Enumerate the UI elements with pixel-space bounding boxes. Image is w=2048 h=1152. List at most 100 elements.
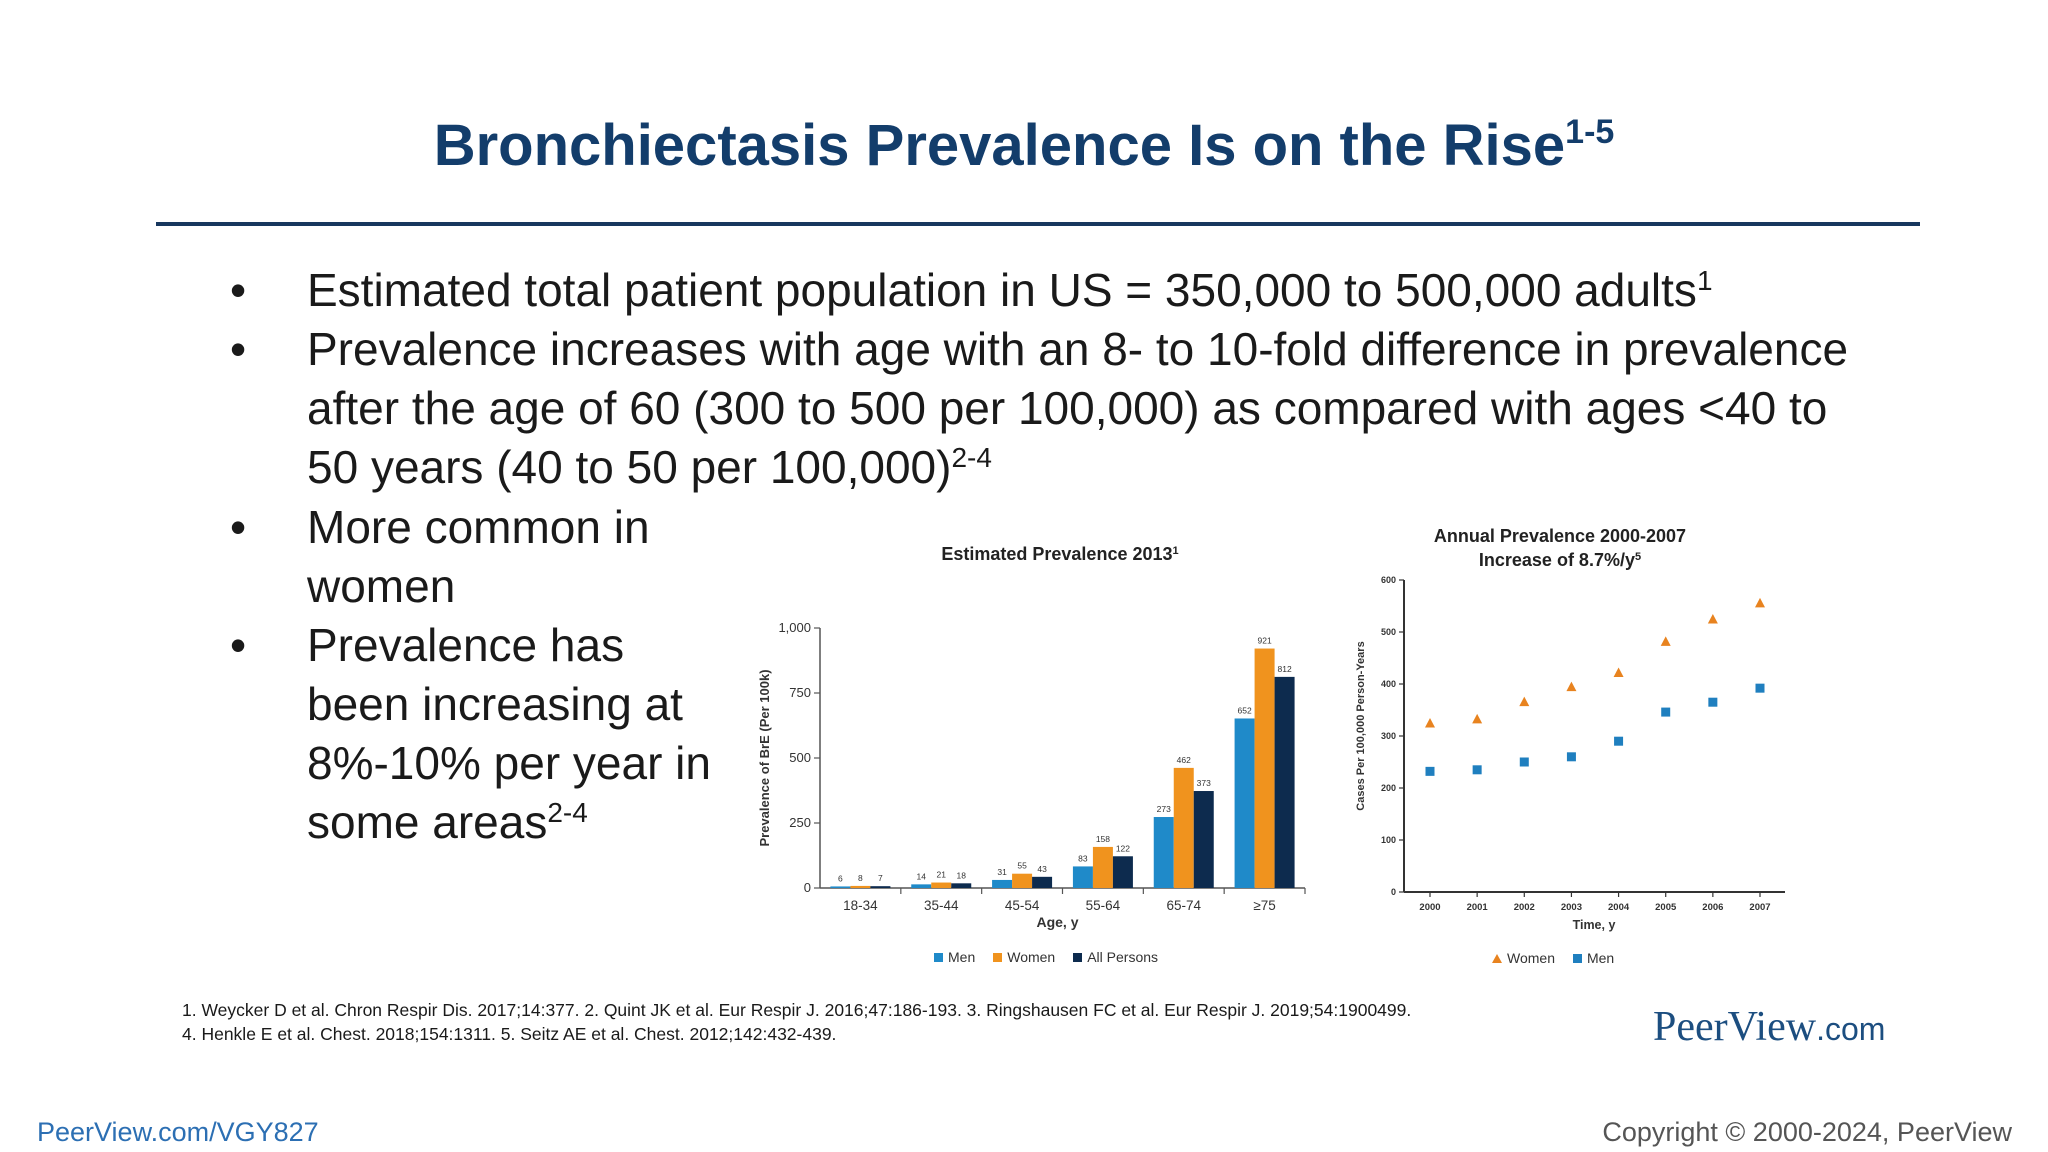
bar-x-tick-label: ≥75: [1253, 898, 1275, 913]
scatter-x-tick-label: 2001: [1467, 902, 1489, 913]
scatter-chart-title-text: Annual Prevalence 2000-2007: [1433, 526, 1687, 546]
bar-men: [1072, 866, 1093, 888]
legend-label: All Persons: [1087, 949, 1159, 965]
bar-data-label: 812: [1277, 664, 1291, 674]
bar-data-label: 7: [878, 873, 883, 883]
slide-title-citation: 1-5: [1565, 113, 1615, 151]
references: 1. Weycker D et al. Chron Respir Dis. 20…: [182, 998, 1411, 1046]
bullet-list-top: Estimated total patient population in US…: [230, 261, 1880, 497]
scatter-x-tick-label: 2003: [1561, 902, 1582, 913]
scatter-x-tick-label: 2005: [1655, 902, 1677, 913]
bar-y-tick-label: 0: [804, 880, 811, 895]
legend-item-all-persons: All Persons: [1073, 949, 1158, 965]
bar-data-label: 462: [1177, 755, 1191, 765]
bar-data-label: 158: [1096, 834, 1110, 844]
men-point: [1708, 697, 1718, 707]
bar-all-persons: [1274, 676, 1295, 888]
bar-data-label: 6: [838, 873, 843, 883]
bullet-left-1: More common in women: [230, 498, 720, 616]
women-point: [1660, 636, 1671, 646]
triangle-marker-swatch: [1492, 954, 1502, 963]
bar-men: [1234, 718, 1255, 888]
bar-y-tick-label: 750: [789, 685, 811, 700]
footer-link[interactable]: PeerView.com/VGY827: [37, 1117, 319, 1147]
scatter-x-tick-label: 2004: [1608, 902, 1630, 913]
bar-data-label: 122: [1116, 843, 1130, 853]
bar-y-axis-label: Prevalence of BrE (Per 100k): [757, 669, 772, 846]
scatter-y-tick-label: 300: [1381, 731, 1396, 741]
women-point: [1425, 718, 1435, 728]
logo-name: PeerView: [1653, 1004, 1817, 1050]
bar-all-persons: [951, 883, 972, 888]
bullet-text: Estimated total patient population in US…: [307, 264, 1697, 316]
bar-data-label: 18: [957, 870, 967, 880]
bar-chart-legend: Men Women All Persons: [934, 949, 1176, 965]
men-point: [1661, 707, 1671, 717]
bar-all-persons: [870, 886, 891, 888]
scatter-y-tick-label: 600: [1381, 575, 1396, 585]
bar-women: [1173, 767, 1194, 888]
bar-all-persons: [1032, 876, 1053, 888]
bar-data-label: 652: [1237, 705, 1251, 715]
copyright-notice: Copyright © 2000-2024, PeerView: [1602, 1117, 2012, 1147]
scatter-y-axis-label: Cases Per 100,000 Person-Years: [1355, 641, 1367, 810]
women-point: [1613, 667, 1624, 678]
scatter-y-tick-label: 0: [1391, 887, 1396, 897]
bar-data-label: 83: [1078, 853, 1088, 863]
legend-label: Men: [1586, 950, 1615, 966]
bar-data-label: 8: [858, 873, 863, 883]
bar-all-persons: [1112, 856, 1133, 888]
women-point: [1755, 597, 1765, 608]
scatter-chart-subtitle: Increase of 8.7%/y: [1478, 550, 1635, 570]
legend-label: Women: [1507, 950, 1555, 966]
bar-y-tick-label: 250: [789, 815, 811, 830]
scatter-x-tick-label: 2000: [1419, 902, 1440, 913]
title-divider: [156, 222, 1920, 226]
bullet-text: Prevalence increases with age with an 8-…: [307, 323, 1849, 493]
bar-men: [992, 879, 1013, 888]
bullet-list-left: More common in womenPrevalence has been …: [230, 498, 720, 852]
scatter-y-tick-label: 100: [1381, 835, 1396, 845]
bar-women: [1012, 873, 1033, 888]
scatter-chart-title: Annual Prevalence 2000-2007 Increase of …: [1370, 524, 1750, 572]
bar-data-label: 43: [1037, 864, 1047, 874]
scatter-x-tick-label: 2006: [1702, 902, 1723, 913]
bar-data-label: 273: [1157, 804, 1171, 814]
square-marker-swatch: [1572, 954, 1582, 963]
bar-x-tick-label: 18-34: [843, 898, 878, 913]
bar-data-label: 55: [1017, 861, 1027, 871]
legend-label: Men: [948, 949, 976, 965]
legend-item-men: Men: [1572, 950, 1615, 966]
legend-swatch: [934, 953, 943, 962]
scatter-chart-legend: Women Men: [1492, 950, 1632, 966]
legend-swatch: [993, 953, 1003, 962]
scatter-y-tick-label: 500: [1381, 627, 1396, 637]
bar-data-label: 31: [997, 867, 1007, 877]
legend-item-women: Women: [993, 949, 1055, 965]
bar-data-label: 921: [1257, 636, 1271, 646]
bar-data-label: 373: [1197, 778, 1211, 788]
bullet-citation: 1: [1696, 265, 1713, 296]
bar-women: [1092, 846, 1113, 888]
bar-chart-title-citation: 1: [1172, 545, 1179, 557]
women-point: [1472, 713, 1483, 724]
bullet-text: Prevalence has been increasing at 8%-10%…: [307, 619, 711, 848]
legend-item-women: Women: [1492, 950, 1555, 966]
men-point: [1755, 683, 1765, 693]
scatter-x-tick-label: 2007: [1749, 902, 1770, 913]
men-point: [1566, 752, 1576, 762]
bar-chart-title: Estimated Prevalence 20131: [880, 542, 1240, 566]
scatter-x-tick-label: 2002: [1514, 902, 1535, 913]
bar-x-tick-label: 55-64: [1086, 898, 1121, 913]
scatter-chart-subtitle-citation: 5: [1634, 551, 1642, 563]
bar-men: [1153, 817, 1174, 888]
men-point: [1614, 736, 1624, 746]
bullet-left-2: Prevalence has been increasing at 8%-10%…: [230, 616, 720, 852]
bar-x-axis-label: Age, y: [1036, 914, 1078, 930]
slide-title-text: Bronchiectasis Prevalence Is on the Rise: [433, 113, 1566, 178]
women-point: [1707, 614, 1718, 624]
bar-x-tick-label: 35-44: [924, 898, 959, 913]
scatter-x-axis-label: Time, y: [1573, 918, 1616, 932]
bar-x-tick-label: 45-54: [1005, 898, 1040, 913]
